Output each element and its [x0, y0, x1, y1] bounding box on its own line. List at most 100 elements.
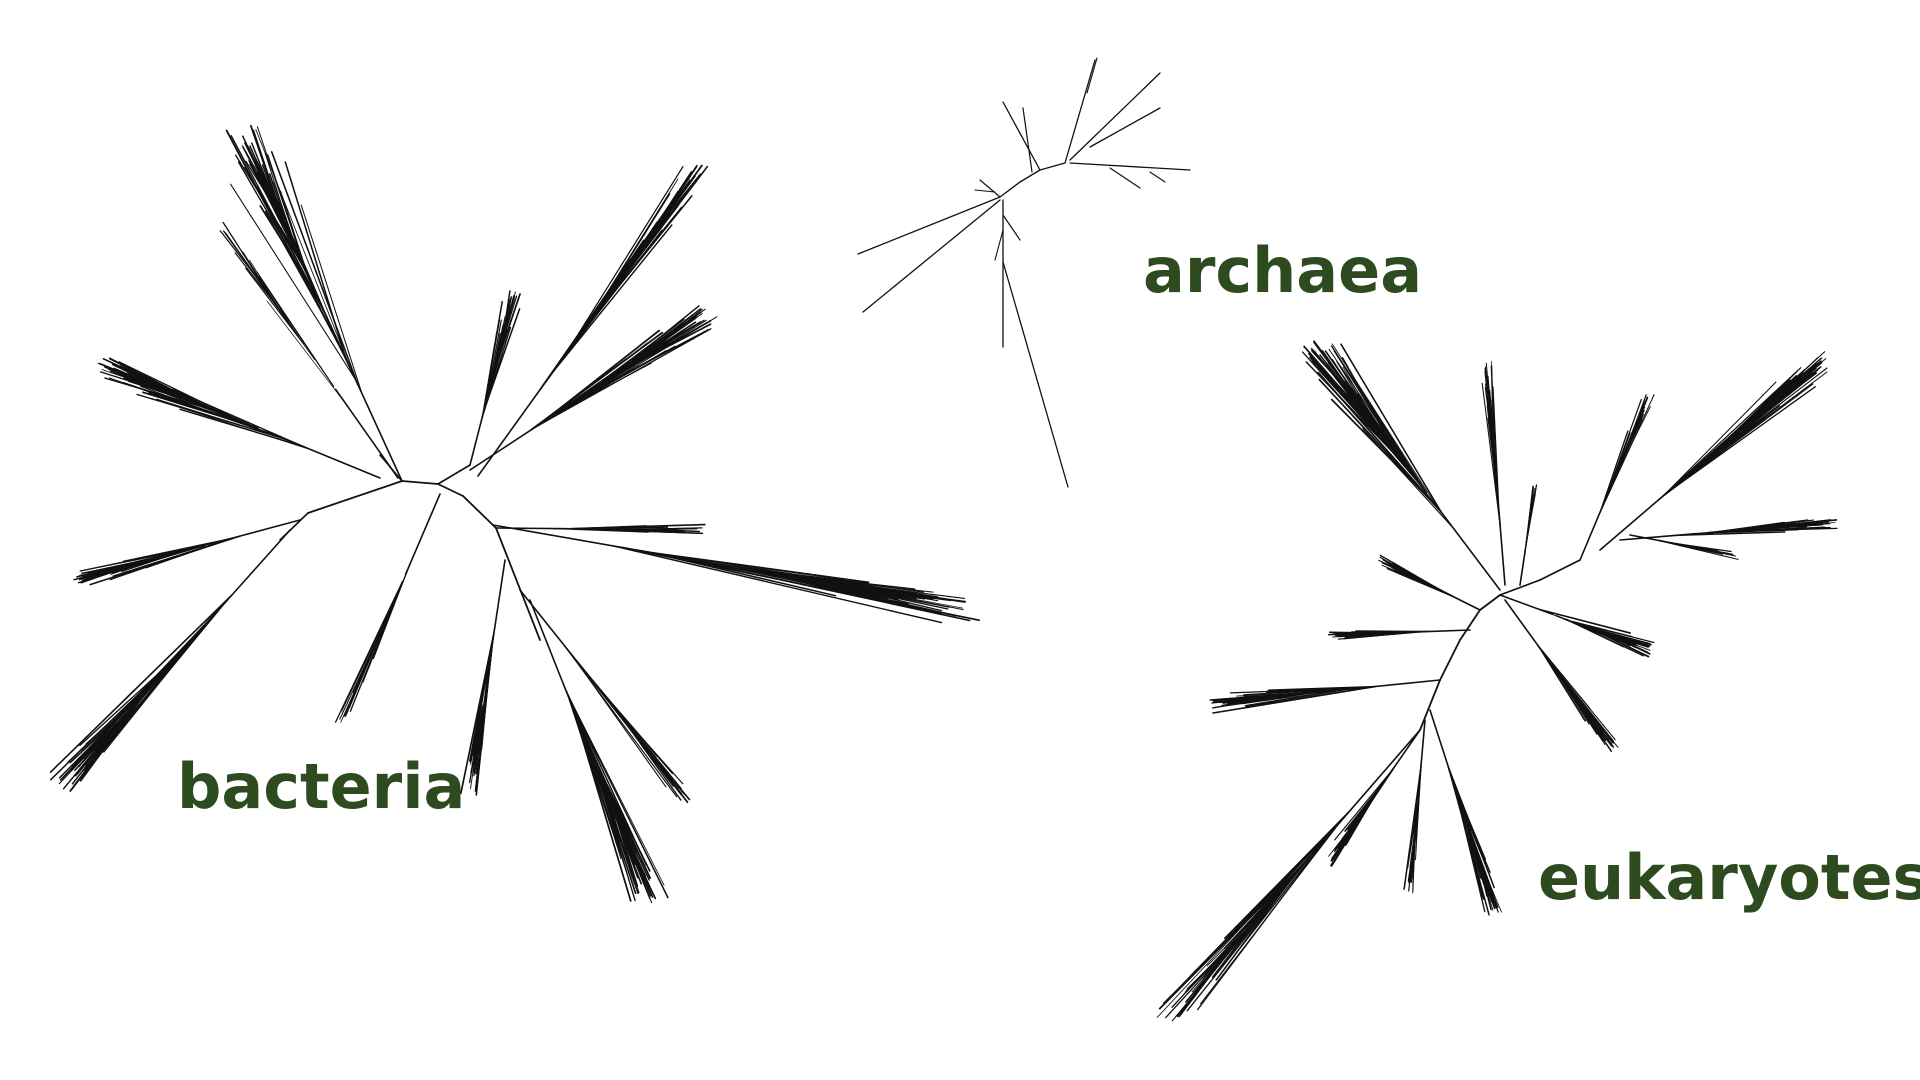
eukaryotes-clade-top-mid-branch — [1613, 433, 1630, 482]
bacteria-clade-left-lower-branch — [71, 709, 130, 790]
eukaryotes-clade-bottom-far-left-branch — [1172, 899, 1273, 1021]
bacteria-clade-left-lower-branch — [93, 605, 223, 763]
bacteria-clade-left-lower-branch — [51, 595, 232, 772]
eukaryotes-clade-bottom-left-branch — [1329, 811, 1365, 857]
bacteria-clade-left-upper-branch — [110, 358, 201, 405]
bacteria-clade-bottom-right2-branch — [572, 655, 666, 787]
bacteria-backbone — [438, 465, 470, 484]
bacteria-clade-top-branch — [301, 205, 362, 394]
eukaryotes-clade-bottom-far-left-branch — [1187, 857, 1310, 1011]
bacteria-clade-bottom-right-branch — [568, 695, 668, 898]
bacteria-clade-left-upper-branch — [180, 409, 303, 446]
eukaryotes-clade-bottom-left-branch — [1335, 770, 1393, 840]
bacteria-clade-right-upper-branch — [612, 309, 705, 376]
eukaryotes-clade-bottom-far-left-branch — [1203, 903, 1270, 978]
eukaryotes-backbone — [1540, 560, 1580, 580]
bacteria-clade-left-upper-branch — [141, 386, 290, 441]
eukaryotes-clade-top-left-branch — [1306, 362, 1407, 467]
archaea-branch — [1070, 73, 1160, 160]
bacteria-clade-left-lower-branch — [98, 603, 226, 738]
eukaryotes-clade-right2-branch — [1681, 545, 1729, 554]
bacteria-clade-top2-branch — [224, 231, 257, 276]
bacteria-clade-right-upper-branch — [532, 333, 663, 430]
bacteria-clade-right-top-branch — [587, 208, 682, 325]
eukaryotes-label: eukaryotes — [1538, 847, 1920, 909]
eukaryotes-clade-top-left-branch — [1319, 380, 1438, 508]
bacteria-clade-right-upper-branch — [559, 347, 675, 412]
eukaryotes-clade-bottom-far-left-branch — [1240, 837, 1327, 948]
eukaryotes-clade-top-right-branch — [1674, 373, 1816, 487]
archaea-branch — [1090, 108, 1160, 147]
archaea-backbone — [1000, 182, 1020, 197]
eukaryotes-clade-top-right-branch — [1682, 382, 1792, 479]
bacteria-clade-top2-branch — [259, 277, 333, 387]
archaea-branch — [980, 180, 1000, 197]
eukaryotes-clade-mid-left-branch — [1412, 575, 1452, 596]
bacteria-clade-left-lower-branch — [95, 611, 218, 750]
bacteria-clade-left-branch — [123, 538, 231, 561]
eukaryotes-clade-lower-right-branch — [1540, 649, 1585, 721]
eukaryotes-clade-top-mid-branch — [1601, 431, 1628, 511]
eukaryotes-backbone — [1460, 610, 1480, 640]
eukaryotes-clade-top-left-branch — [1314, 351, 1424, 490]
archaea-branch — [1065, 60, 1095, 163]
bacteria-clade-bottom-right-branch — [567, 692, 665, 885]
bacteria-clade-right-branch — [699, 561, 908, 604]
bacteria-clade-right-branch — [612, 546, 941, 623]
eukaryotes-clade-top2-stem — [1520, 550, 1525, 585]
bacteria-clade-right-upper-branch — [623, 322, 695, 369]
bacteria-clade-top2-branch — [267, 301, 346, 404]
eukaryotes-backbone — [1480, 595, 1500, 610]
eukaryotes-clade-top-right-branch — [1661, 368, 1801, 498]
bacteria-clade-left-lower-branch — [65, 710, 130, 777]
eukaryotes-clade-top-right-branch — [1664, 382, 1776, 495]
archaea-branch — [1150, 172, 1165, 182]
bacteria-clade-bottom-branch — [356, 647, 375, 690]
eukaryotes-clade-bottom-left-branch — [1339, 769, 1393, 850]
archaea-tree-branches — [858, 58, 1190, 487]
eukaryotes-clade-bottom-right-branch — [1449, 768, 1495, 887]
bacteria-clade-left-branch — [107, 548, 196, 574]
archaea-branch — [1003, 262, 1068, 487]
bacteria-clade-bottom-right-branch — [576, 716, 641, 884]
eukaryotes-clade-top-mid-branch — [1617, 419, 1641, 471]
archaea-backbone — [1040, 163, 1065, 170]
archaea-branch — [1087, 58, 1097, 93]
archaea-branch — [995, 230, 1003, 260]
bacteria-clade-right-branch — [664, 555, 941, 614]
bacteria-backbone — [308, 481, 402, 513]
bacteria-clade-bottom-stem — [406, 494, 440, 574]
archaea-branch — [1003, 215, 1020, 240]
bacteria-clade-bottom-right2-branch — [607, 699, 683, 783]
bacteria-backbone — [438, 484, 463, 496]
bacteria-clade-mid-top-branch — [484, 309, 519, 410]
archaea-backbone — [1020, 170, 1040, 182]
eukaryotes-clade-top-mid-branch — [1625, 395, 1647, 454]
eukaryotes-tree-branches — [1157, 341, 1837, 1021]
eukaryotes-clade-bottom-far-left-branch — [1227, 874, 1295, 959]
eukaryotes-clade-lower-right-branch — [1549, 661, 1602, 740]
bacteria-clade-left-upper-branch — [137, 395, 281, 438]
eukaryotes-clade-bottom-far-left-branch — [1157, 818, 1344, 1018]
archaea-branch — [1003, 102, 1040, 170]
eukaryotes-clade-top2-branch — [1526, 496, 1532, 542]
eukaryotes-clade-top-left-stem — [1435, 504, 1500, 590]
eukaryotes-clade-bottom-far-left-branch — [1200, 821, 1341, 1004]
bacteria-label: bacteria — [177, 756, 465, 818]
bacteria-clade-left-lower-branch — [80, 658, 176, 746]
bacteria-clade-bottom-right2-branch — [608, 700, 672, 781]
eukaryotes-backbone — [1420, 680, 1440, 730]
archaea-branch — [1070, 163, 1190, 170]
bacteria-clade-top2-branch — [243, 252, 275, 302]
archaea-branch — [1110, 168, 1140, 188]
bacteria-clade-left-lower-branch — [95, 679, 156, 742]
archaea-label: archaea — [1143, 240, 1422, 302]
archaea-branch — [858, 197, 1000, 254]
bacteria-clade-right-top-branch — [567, 167, 684, 353]
bacteria-clade-top2-branch — [246, 268, 304, 344]
bacteria-clade-left-branch — [113, 539, 229, 576]
eukaryotes-clade-bottom-far-left-branch — [1183, 817, 1345, 984]
bacteria-clade-bottom-right-branch — [593, 759, 649, 880]
